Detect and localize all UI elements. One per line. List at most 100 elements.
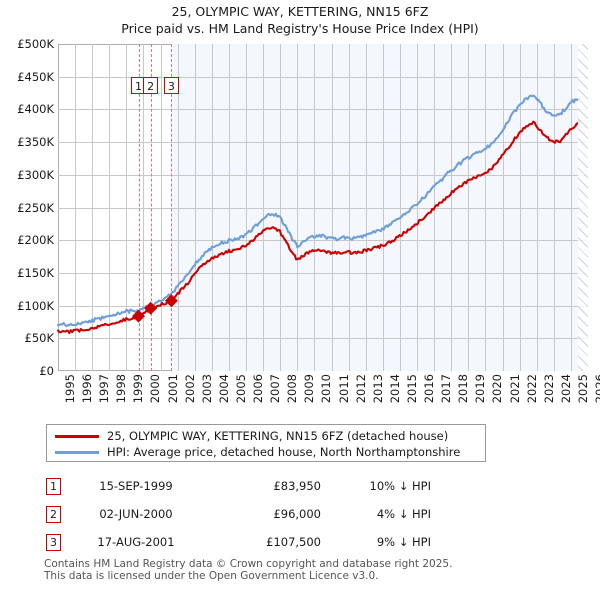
x-axis-tick-label: 2018 xyxy=(456,374,471,404)
row-number-badge: 3 xyxy=(46,533,61,551)
x-axis-tick-label: 2006 xyxy=(251,374,266,404)
gridline-vertical xyxy=(195,44,196,371)
x-axis-tick-label: 2007 xyxy=(268,374,283,404)
row-sale-price: £83,950 xyxy=(273,479,321,493)
sale-marker-diamond[interactable] xyxy=(164,294,178,308)
gridline-vertical xyxy=(537,44,538,371)
gridline-vertical xyxy=(229,44,230,371)
table-row[interactable]: 1 15-SEP-1999 £83,950 10% ↓ HPI xyxy=(46,472,466,500)
row-sale-date: 15-SEP-1999 xyxy=(99,479,173,493)
gridline-vertical xyxy=(383,44,384,371)
x-axis-tick-label: 2013 xyxy=(370,374,385,404)
table-row[interactable]: 2 02-JUN-2000 £96,000 4% ↓ HPI xyxy=(46,500,466,528)
x-axis-tick-label: 1995 xyxy=(63,374,77,404)
gridline-vertical xyxy=(75,44,76,371)
gridline-vertical xyxy=(451,44,452,371)
x-axis-tick-label: 2015 xyxy=(404,374,419,404)
event-number-box[interactable]: 2 xyxy=(143,77,159,94)
x-axis-tick-label: 1996 xyxy=(80,374,95,404)
x-axis-tick-label: 2002 xyxy=(182,374,197,404)
x-axis-tick-label: 2016 xyxy=(422,374,437,404)
x-axis-tick-label: 2009 xyxy=(302,374,317,404)
y-axis-tick-label: £250K xyxy=(17,200,54,215)
x-axis-tick-label: 2012 xyxy=(353,374,368,404)
x-axis-tick-label: 2021 xyxy=(507,374,522,404)
event-dashed-line xyxy=(151,44,152,371)
gridline-horizontal xyxy=(58,306,588,307)
title-line-2: Price paid vs. HM Land Registry's House … xyxy=(121,21,479,36)
series-hpi xyxy=(56,94,581,328)
row-sale-date: 02-JUN-2000 xyxy=(99,507,173,521)
title-line-1: 25, OLYMPIC WAY, KETTERING, NN15 6FZ xyxy=(171,4,429,19)
y-axis-tick-label: £400K xyxy=(17,102,54,117)
event-number-box[interactable]: 3 xyxy=(163,77,179,94)
row-number-badge: 2 xyxy=(46,505,61,523)
gridline-horizontal xyxy=(58,77,588,78)
y-axis-tick-label: £450K xyxy=(17,69,54,84)
y-axis-tick-label: £0 xyxy=(39,364,54,378)
y-axis-tick-label: £100K xyxy=(17,298,54,313)
y-axis-tick-label: £500K xyxy=(17,37,54,51)
row-number-badge: 1 xyxy=(46,477,61,495)
x-axis-tick-label: 2004 xyxy=(216,374,231,404)
gridline-vertical xyxy=(178,44,179,371)
x-axis-tick-label: 2019 xyxy=(473,374,488,404)
sale-marker-diamond[interactable] xyxy=(132,309,146,323)
x-axis-tick-label: 1997 xyxy=(97,374,112,404)
gridline-horizontal xyxy=(58,142,588,143)
footer-attribution: Contains HM Land Registry data © Crown c… xyxy=(44,558,564,582)
x-axis-tick-label: 1999 xyxy=(131,374,146,404)
row-hpi-delta: 9% ↓ HPI xyxy=(376,535,431,549)
legend-item-price-paid: 25, OLYMPIC WAY, KETTERING, NN15 6FZ (de… xyxy=(53,428,479,444)
gridline-vertical xyxy=(126,44,127,371)
post-sale-shading xyxy=(171,44,588,371)
x-axis-tick-label: 2020 xyxy=(490,374,505,404)
series-lines xyxy=(56,94,581,335)
gridline-vertical xyxy=(417,44,418,371)
gridline-vertical xyxy=(280,44,281,371)
event-dashed-line xyxy=(139,44,140,371)
gridline-horizontal xyxy=(58,240,588,241)
gridline-vertical xyxy=(349,44,350,371)
x-axis-tick-label: 2025 xyxy=(575,374,590,404)
legend-swatch-price-paid xyxy=(55,434,99,438)
gridline-horizontal xyxy=(58,338,588,339)
row-hpi-delta: 4% ↓ HPI xyxy=(376,507,431,521)
hatched-region xyxy=(577,44,588,371)
gridline-vertical xyxy=(503,44,504,371)
gridline-vertical xyxy=(520,44,521,371)
x-axis-tick-label: 2011 xyxy=(336,374,351,404)
table-row[interactable]: 3 17-AUG-2001 £107,500 9% ↓ HPI xyxy=(46,528,466,556)
gridline-vertical xyxy=(332,44,333,371)
x-axis-tick-label: 2005 xyxy=(233,374,248,404)
x-axis-tick-label: 2026 xyxy=(593,374,600,404)
footer-line-2: This data is licensed under the Open Gov… xyxy=(44,570,379,582)
gridline-vertical xyxy=(161,44,162,371)
event-dashed-line xyxy=(171,44,172,371)
legend-label-hpi: HPI: Average price, detached house, Nort… xyxy=(107,445,461,459)
legend-item-hpi: HPI: Average price, detached house, Nort… xyxy=(53,444,479,460)
gridline-vertical xyxy=(468,44,469,371)
sale-marker-diamond[interactable] xyxy=(144,301,158,315)
y-axis-tick-label: £150K xyxy=(17,265,54,280)
y-axis-tick-label: £50K xyxy=(24,331,55,346)
gridline-vertical xyxy=(485,44,486,371)
gridline-vertical xyxy=(109,44,110,371)
row-hpi-delta: 10% ↓ HPI xyxy=(369,479,431,493)
page-title: 25, OLYMPIC WAY, KETTERING, NN15 6FZ Pri… xyxy=(0,3,600,37)
series-price-paid xyxy=(56,120,581,335)
y-axis-tick-label: £350K xyxy=(17,135,54,150)
gridline-vertical xyxy=(212,44,213,371)
x-axis-tick-label: 2000 xyxy=(148,374,163,404)
gridline-horizontal xyxy=(58,175,588,176)
gridline-horizontal xyxy=(58,109,588,110)
legend-swatch-hpi xyxy=(55,450,99,454)
row-sale-price: £96,000 xyxy=(273,507,321,521)
footer-line-1: Contains HM Land Registry data © Crown c… xyxy=(44,558,453,570)
x-axis-tick-label: 2023 xyxy=(541,374,556,404)
gridline-vertical xyxy=(366,44,367,371)
gridline-vertical xyxy=(263,44,264,371)
gridline-vertical xyxy=(246,44,247,371)
